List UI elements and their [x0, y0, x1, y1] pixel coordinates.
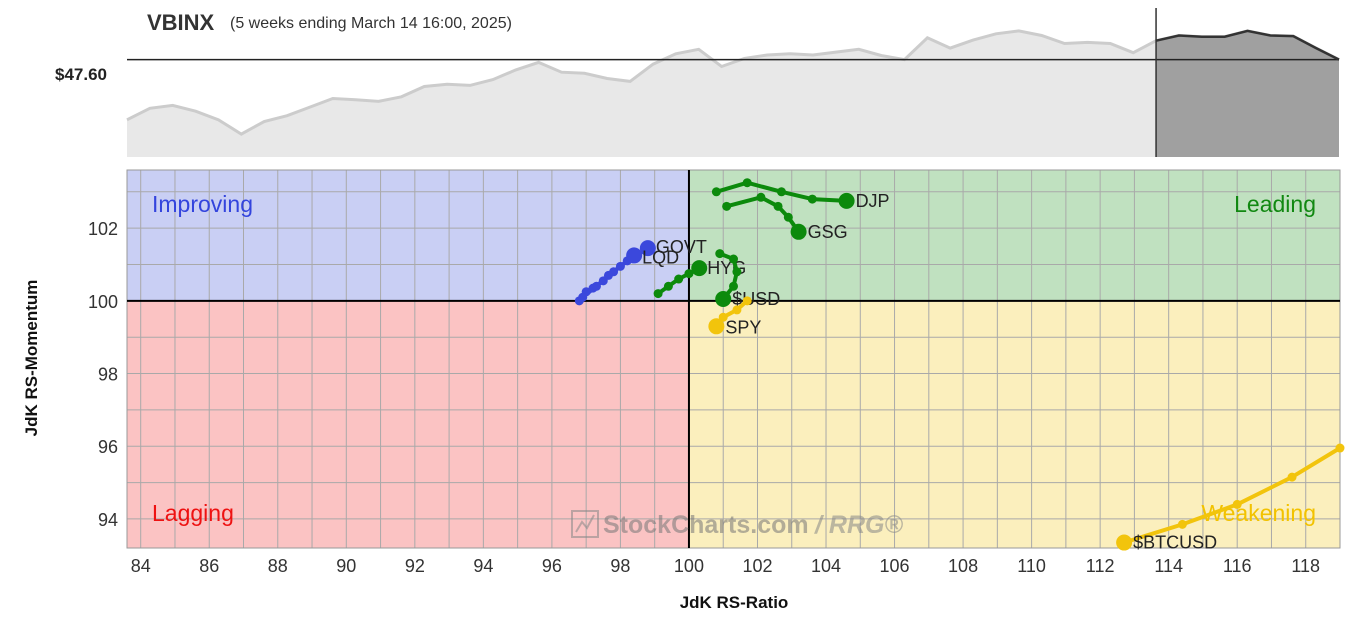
quadrant-label-improving: Improving	[152, 191, 253, 217]
grid	[126, 169, 1341, 549]
quadrant-leading	[688, 170, 1340, 301]
tail-point-lqd	[603, 270, 613, 280]
x-tick-label: 92	[405, 556, 425, 576]
tail-lqd[interactable]: LQD	[578, 247, 679, 302]
x-tick-label: 108	[948, 556, 978, 576]
watermark-rrg: / RRG®	[814, 511, 903, 539]
tail-label-djp: DJP	[856, 191, 890, 211]
x-tick-label: 104	[811, 556, 841, 576]
y-tick-label: 98	[98, 365, 118, 385]
tick-labels: 84 86 88 90 92 94 96 98 100 102 104 106 108 110 112 114…	[88, 219, 1320, 576]
tail-label-govt: GOVT	[656, 237, 707, 257]
x-tick-label: 90	[336, 556, 356, 576]
watermark: StockCharts.com / RRG®	[571, 510, 903, 539]
x-tick-label: 112	[1086, 556, 1115, 576]
tail-gsg[interactable]: GSG	[722, 192, 848, 242]
tail-point-btcusd	[1232, 499, 1242, 509]
tail-point-usd	[732, 267, 742, 277]
tail-label-hyg: HYG	[707, 258, 746, 278]
quadrant-label-leading: Leading	[1234, 191, 1316, 217]
tail-head-hyg	[691, 260, 708, 277]
tail-point-djp	[711, 187, 721, 197]
x-tick-label: 116	[1223, 556, 1252, 576]
tail-djp[interactable]: DJP	[711, 178, 890, 211]
tail-point-hyg	[653, 289, 663, 299]
tail-point-gsg	[773, 201, 783, 211]
tail-btcusd[interactable]: $BTCUSD	[1116, 443, 1345, 553]
tail-point-hyg	[674, 274, 684, 284]
tail-label-spy: SPY	[725, 317, 761, 337]
y-tick-label: 94	[98, 510, 118, 530]
tail-point-usd	[729, 254, 738, 264]
tail-point-gsg	[783, 212, 793, 222]
stockcharts-logo-icon	[571, 510, 599, 538]
chart-subtitle: (5 weeks ending March 14 16:00, 2025)	[230, 15, 512, 32]
price-area	[127, 30, 1339, 157]
x-tick-label: 94	[473, 556, 493, 576]
x-tick-label: 100	[674, 556, 704, 576]
x-tick-label: 114	[1154, 556, 1183, 576]
tail-head-btcusd	[1116, 534, 1133, 551]
tail-head-spy	[708, 318, 725, 335]
tail-point-lqd	[615, 261, 625, 271]
tail-head-usd	[715, 291, 732, 308]
tail-point-btcusd	[1177, 519, 1187, 529]
quadrant-label-lagging: Lagging	[152, 500, 234, 526]
tail-label-lqd: LQD	[642, 247, 679, 267]
tail-label-gsg: GSG	[808, 222, 848, 242]
quadrants	[127, 170, 1340, 548]
tail-point-spy	[718, 312, 728, 322]
tail-point-btcusd	[1335, 443, 1345, 453]
price-recent-area	[1156, 30, 1339, 157]
x-tick-label: 110	[1017, 556, 1046, 576]
quadrant-lagging	[127, 300, 689, 548]
tail-head-govt	[639, 240, 656, 257]
x-tick-label: 84	[131, 556, 151, 576]
y-axis-title: JdK RS-Momentum	[22, 280, 41, 437]
tail-head-gsg	[790, 223, 807, 240]
y-tick-label: 96	[98, 437, 118, 457]
x-tick-label: 118	[1291, 556, 1320, 576]
x-axis-title: JdK RS-Ratio	[680, 593, 789, 612]
quadrant-label-weakening: Weakening	[1201, 500, 1316, 526]
tail-spy[interactable]: SPY	[708, 296, 761, 337]
y-tick-label: 100	[88, 292, 118, 312]
price-line	[126, 29, 1340, 136]
tail-point-lqd	[578, 292, 588, 302]
tail-point-btcusd	[1287, 472, 1297, 482]
quadrant-labels: Improving Leading Weakening Lagging	[152, 191, 1316, 526]
tail-point-djp	[807, 194, 817, 204]
price-recent-line	[1155, 29, 1340, 61]
tail-head-djp	[838, 192, 855, 209]
x-tick-label: 98	[610, 556, 630, 576]
tail-point-hyg	[663, 281, 673, 291]
watermark-text: StockCharts.com	[603, 511, 809, 539]
x-tick-label: 96	[542, 556, 562, 576]
x-tick-label: 102	[742, 556, 772, 576]
tail-point-spy	[742, 296, 752, 306]
x-tick-label: 106	[880, 556, 910, 576]
axes	[127, 170, 1340, 548]
chart-title: VBINX	[147, 10, 215, 35]
tail-point-gsg	[756, 192, 766, 202]
tail-head-lqd	[626, 247, 643, 264]
tail-point-usd	[715, 249, 725, 259]
logo-chart-icon	[575, 514, 595, 533]
tail-point-spy	[732, 305, 742, 315]
tail-point-hyg	[684, 269, 694, 279]
y-tick-label: 102	[88, 219, 118, 239]
plot-border	[126, 169, 1341, 549]
price-chart	[126, 8, 1340, 157]
tail-point-lqd	[591, 281, 601, 291]
x-tick-label: 88	[268, 556, 288, 576]
tail-point-djp	[742, 178, 752, 188]
tail-point-usd	[729, 281, 738, 291]
tail-label-btcusd: $BTCUSD	[1133, 533, 1217, 553]
x-tick-label: 86	[199, 556, 219, 576]
tail-point-djp	[776, 187, 786, 197]
tail-point-gsg	[722, 201, 732, 211]
price-label: $47.60	[55, 65, 107, 84]
